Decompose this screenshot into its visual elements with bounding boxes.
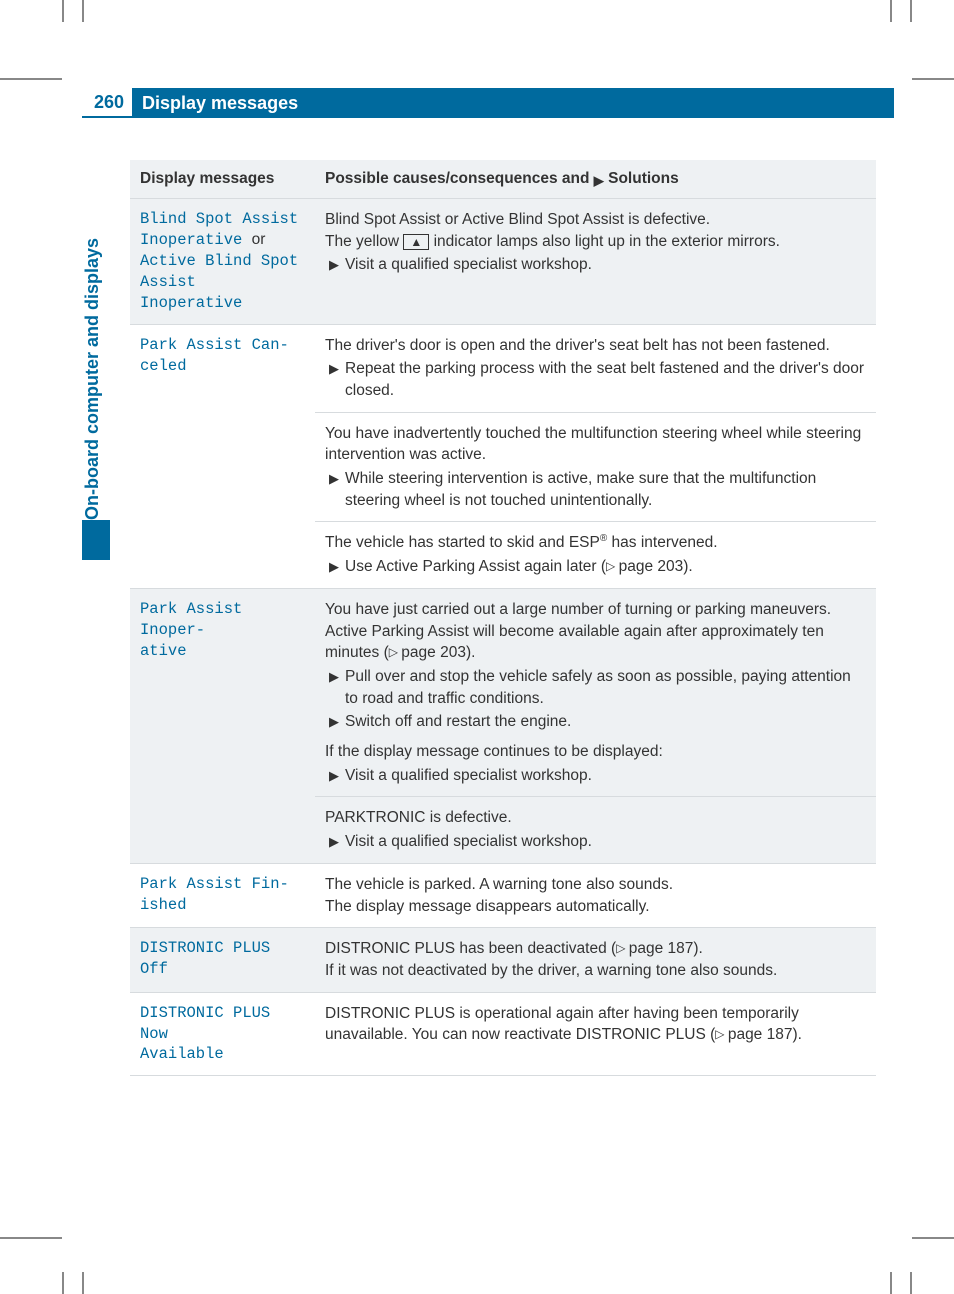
solution-text: The yellow ▲ indicator lamps also light … (325, 231, 866, 253)
arrow-icon: ▶ (594, 173, 604, 188)
crop-marks-top (0, 0, 954, 22)
table-header-solutions: Possible causes/consequences and ▶ Solut… (315, 160, 876, 199)
solution-text: You have just carried out a large number… (325, 599, 866, 621)
solution-cell: Blind Spot Assist or Active Blind Spot A… (315, 199, 876, 325)
table-header-messages: Display messages (130, 160, 315, 199)
section-tab-label: On-board computer and displays (82, 160, 103, 520)
solution-cell: DISTRONIC PLUS is operational again afte… (315, 992, 876, 1076)
page-title: Display messages (132, 88, 894, 118)
solution-text: DISTRONIC PLUS is operational again afte… (325, 1003, 866, 1046)
table-row: DISTRONIC PLUS Off DISTRONIC PLUS has bee… (130, 928, 876, 992)
display-message-cell: Park Assist Inoper‑ative (130, 588, 315, 863)
table-row: Park Assist Inoper‑ativeYou have just ca… (130, 588, 876, 797)
solution-step: ▶Visit a qualified specialist workshop. (325, 831, 866, 853)
crop-mark (912, 1237, 954, 1239)
manual-page: 260 Display messages On-board computer a… (0, 0, 954, 1294)
indicator-icon: ▲ (403, 234, 429, 250)
table-row: Park Assist Fin‑ished The vehicle is park… (130, 863, 876, 927)
section-tab: On-board computer and displays (82, 160, 110, 560)
table-row: DISTRONIC PLUS NowAvailableDISTRONIC PLU… (130, 992, 876, 1076)
display-message-cell: DISTRONIC PLUS NowAvailable (130, 992, 315, 1076)
solution-cell: The vehicle has started to skid and ESP®… (315, 522, 876, 589)
crop-mark (0, 78, 62, 80)
arrow-icon: ▶ (329, 470, 339, 513)
solution-text: PARKTRONIC is defective. (325, 807, 866, 829)
arrow-icon: ▶ (329, 833, 339, 855)
solution-text: The display message disappears automatic… (325, 896, 866, 918)
arrow-icon: ▶ (329, 668, 339, 711)
crop-mark (0, 1237, 62, 1239)
display-message-cell: Park Assist Fin‑ished (130, 863, 315, 927)
solution-cell: The driver's door is open and the driver… (315, 324, 876, 412)
solution-text: Active Parking Assist will become availa… (325, 621, 866, 664)
solution-step: ▶Visit a qualified specialist workshop. (325, 254, 866, 276)
solution-text: The driver's door is open and the driver… (325, 335, 866, 357)
solution-text: The vehicle has started to skid and ESP®… (325, 532, 866, 554)
display-message-cell: DISTRONIC PLUS Off (130, 928, 315, 992)
solution-text: If the display message continues to be d… (325, 741, 866, 763)
arrow-icon: ▶ (329, 360, 339, 403)
solution-step: ▶Use Active Parking Assist again later (… (325, 556, 866, 578)
solution-cell: The vehicle is parked. A warning tone al… (315, 863, 876, 927)
section-tab-block (82, 520, 110, 560)
display-messages-table: Display messages Possible causes/consequ… (130, 160, 876, 1076)
arrow-icon: ▶ (329, 713, 339, 735)
solution-step: ▶Visit a qualified specialist workshop. (325, 765, 866, 787)
table-row: Park Assist Can‑celedThe driver's door i… (130, 324, 876, 412)
table-row: Blind Spot AssistInoperative orActive Bl… (130, 199, 876, 325)
solution-cell: PARKTRONIC is defective.▶Visit a qualifi… (315, 797, 876, 863)
arrow-icon: ▶ (329, 558, 339, 580)
arrow-icon: ▶ (329, 767, 339, 789)
content-area: Display messages Possible causes/consequ… (130, 160, 876, 1076)
arrow-icon: ▶ (329, 256, 339, 278)
crop-mark (912, 78, 954, 80)
header-right-post: Solutions (608, 170, 679, 187)
solution-text: The vehicle is parked. A warning tone al… (325, 874, 866, 896)
display-message-cell: Blind Spot AssistInoperative orActive Bl… (130, 199, 315, 325)
solution-cell: DISTRONIC PLUS has been deactivated (▷ p… (315, 928, 876, 992)
solution-cell: You have just carried out a large number… (315, 588, 876, 797)
display-message-cell: Park Assist Can‑celed (130, 324, 315, 588)
solution-text: You have inadvertently touched the multi… (325, 423, 866, 466)
solution-step: ▶Pull over and stop the vehicle safely a… (325, 666, 866, 709)
page-number: 260 (82, 88, 132, 118)
header-right-pre: Possible causes/consequences and (325, 170, 589, 187)
solution-step: ▶Switch off and restart the engine. (325, 711, 866, 733)
solution-step: ▶While steering intervention is active, … (325, 468, 866, 511)
solution-step: ▶Repeat the parking process with the sea… (325, 358, 866, 401)
page-header: 260 Display messages (82, 88, 894, 118)
solution-cell: You have inadvertently touched the multi… (315, 412, 876, 522)
solution-text: If it was not deactivated by the driver,… (325, 960, 866, 982)
solution-text: Blind Spot Assist or Active Blind Spot A… (325, 209, 866, 231)
solution-text: DISTRONIC PLUS has been deactivated (▷ p… (325, 938, 866, 960)
